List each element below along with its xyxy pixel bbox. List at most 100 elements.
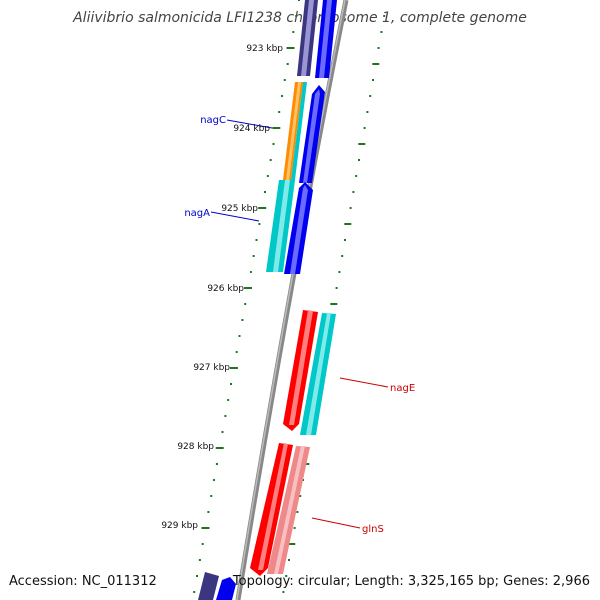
gene-cyan-upper[interactable] (291, 82, 307, 180)
outer-minor-tick (372, 79, 374, 81)
gene-blue-bottom[interactable] (216, 577, 236, 600)
inner-major-tick (286, 47, 295, 49)
inner-major-tick (258, 207, 267, 209)
gene-label-nagA[interactable]: nagA (184, 208, 210, 219)
outer-minor-tick (377, 47, 380, 49)
gene-blue-upper-shine (303, 89, 320, 183)
outer-minor-tick (285, 575, 288, 577)
outer-minor-tick (355, 175, 358, 177)
inner-minor-tick (241, 319, 244, 321)
gene-label-nagC[interactable]: nagC (200, 115, 226, 126)
gene-nagE-shine (306, 313, 331, 435)
gene-red-upper-shine (289, 310, 313, 425)
tick-label-923: 923 kbp (246, 44, 283, 54)
inner-minor-tick (249, 271, 252, 273)
gene-label-leaders (210, 119, 389, 529)
genome-stats-text: Topology: circular; Length: 3,325,165 bp… (232, 574, 590, 589)
inner-minor-tick (281, 95, 283, 97)
inner-minor-tick (210, 495, 213, 497)
gene-nagA-shine (273, 180, 290, 272)
inner-minor-tick (295, 15, 298, 17)
backbone-arc-highlight (236, 0, 346, 600)
inner-minor-tick (258, 223, 261, 225)
inner-minor-tick (238, 335, 241, 337)
inner-minor-tick (193, 591, 196, 593)
inner-minor-tick (201, 543, 204, 545)
outer-minor-tick (358, 159, 360, 161)
tick-label-926: 926 kbp (207, 284, 244, 294)
inner-minor-tick (244, 303, 247, 305)
outer-minor-tick (352, 191, 355, 193)
outer-major-tick (288, 543, 296, 545)
inner-minor-tick (213, 479, 215, 481)
outer-minor-tick (369, 95, 372, 97)
outer-minor-tick (282, 591, 285, 593)
outer-minor-tick (296, 511, 299, 513)
gene-purple-top-shine (301, 0, 314, 76)
inner-minor-tick (292, 31, 295, 33)
tick-label-924: 924 kbp (233, 124, 270, 134)
inner-major-tick (229, 367, 238, 369)
outer-major-tick (372, 63, 380, 65)
inner-minor-tick (264, 191, 266, 193)
outer-minor-tick (302, 479, 304, 481)
gene-label-nagE[interactable]: nagE (390, 383, 415, 394)
inner-minor-tick (198, 559, 201, 561)
inner-minor-tick (227, 399, 230, 401)
inner-minor-tick (196, 575, 198, 577)
gene-glnS-shine (274, 446, 305, 574)
tick-label-929: 929 kbp (161, 521, 198, 531)
outer-minor-tick (383, 15, 386, 17)
outer-minor-tick (293, 527, 296, 529)
inner-minor-tick (252, 255, 255, 257)
inner-minor-tick (224, 415, 227, 417)
gene-features (198, 0, 337, 600)
outer-minor-tick (380, 31, 383, 33)
outer-minor-tick (288, 559, 290, 561)
gene-purple-bottom[interactable] (198, 572, 219, 600)
tick-label-927: 927 kbp (193, 363, 230, 373)
outer-minor-tick (335, 287, 338, 289)
gene-label-glnS[interactable]: glnS (362, 524, 384, 535)
inner-minor-tick (207, 511, 210, 513)
outer-minor-tick (299, 495, 302, 497)
inner-minor-tick (230, 383, 232, 385)
inner-minor-tick (272, 143, 275, 145)
tick-label-928: 928 kbp (177, 442, 214, 452)
inner-minor-tick (221, 431, 224, 433)
map-title: Aliivibrio salmonicida LFI1238 chromosom… (73, 10, 527, 26)
outer-major-tick (344, 223, 352, 225)
inner-minor-tick (255, 239, 258, 241)
gene-red-lower-shine (258, 443, 288, 570)
inner-minor-tick (269, 159, 272, 161)
inner-minor-tick (235, 351, 238, 353)
inner-minor-tick (215, 463, 218, 465)
outer-major-tick (358, 143, 366, 145)
backbone-arc (235, 0, 349, 600)
inner-major-tick (244, 287, 252, 289)
gene-blue-top-shine (319, 0, 332, 78)
outer-major-tick (330, 303, 338, 305)
gene-blue-lower-shine (290, 185, 308, 274)
inner-minor-tick (298, 0, 300, 1)
inner-major-tick (272, 127, 281, 129)
inner-major-tick (215, 447, 224, 449)
gene-labels: nagC nagA nagE glnS (184, 115, 415, 535)
tick-labels: 923 kbp 924 kbp 925 kbp 926 kbp 927 kbp … (161, 44, 283, 531)
inner-minor-tick (278, 111, 281, 113)
outer-minor-tick (349, 207, 352, 209)
outer-minor-tick (344, 239, 346, 241)
gene-nagC-shine (286, 82, 301, 180)
inner-major-tick (201, 527, 210, 529)
accession-text: Accession: NC_011312 (9, 574, 157, 589)
outer-minor-tick (338, 271, 341, 273)
tick-label-925: 925 kbp (221, 204, 258, 214)
outer-minor-tick (341, 255, 344, 257)
outer-minor-tick (366, 111, 369, 113)
inner-minor-tick (283, 79, 286, 81)
outer-minor-tick (363, 127, 366, 129)
inner-minor-tick (266, 175, 269, 177)
inner-minor-tick (286, 63, 289, 65)
